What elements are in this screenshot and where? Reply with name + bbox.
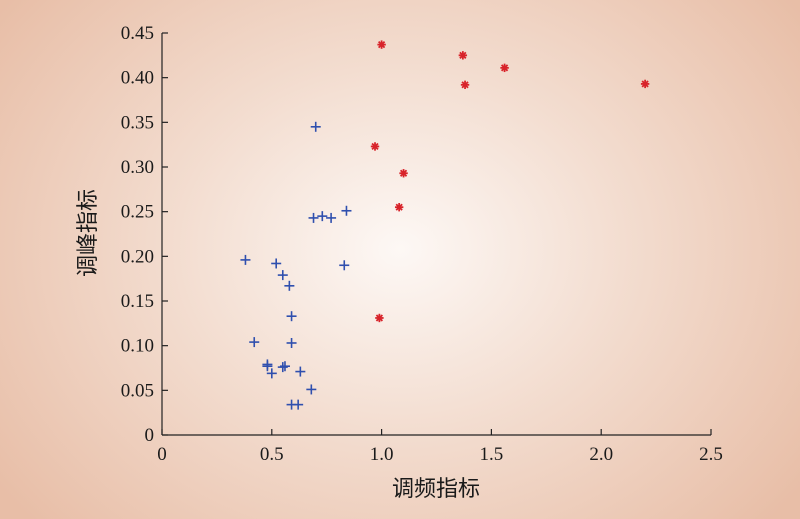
- plus-point: [284, 280, 295, 291]
- y-tick-label: 0.40: [121, 68, 154, 89]
- plus-point: [262, 361, 273, 372]
- plus-point: [271, 258, 282, 269]
- plus-point: [249, 337, 260, 348]
- plus-point: [339, 260, 350, 271]
- y-tick-label: 0.30: [121, 157, 154, 178]
- asterisk-point: [458, 51, 468, 60]
- plus-point: [286, 337, 297, 348]
- y-tick-label: 0.35: [121, 112, 154, 133]
- x-tick-label: 1.5: [480, 444, 504, 465]
- y-tick-label: 0: [145, 425, 155, 446]
- plus-point: [310, 121, 321, 132]
- axes: 0 0.5 1.0 1.5 2.0 2.5 0 0.05 0.10 0.15 0.20 0.25 0.3…: [121, 23, 723, 465]
- plus-point: [326, 212, 337, 223]
- asterisk-point: [399, 169, 408, 178]
- plus-point: [308, 212, 319, 223]
- plus-point: [279, 361, 290, 372]
- y-axis-title: 调峰指标: [75, 189, 100, 277]
- asterisk-point: [377, 40, 386, 49]
- y-tick-label: 0.25: [121, 202, 154, 223]
- asterisk-point: [500, 63, 509, 73]
- data-points: [240, 40, 650, 410]
- x-tick-label: 0: [157, 444, 167, 465]
- y-tick-label: 0.20: [121, 246, 154, 267]
- plus-point: [341, 205, 352, 216]
- plus-point: [295, 366, 306, 377]
- asterisk-point: [394, 203, 404, 212]
- y-tick-label: 0.10: [121, 336, 154, 357]
- y-tick-label: 0.15: [121, 291, 154, 312]
- plus-point: [293, 399, 304, 410]
- y-tick-label: 0.45: [121, 23, 154, 44]
- x-axis-title: 调频指标: [392, 476, 480, 501]
- y-tick-label: 0.05: [121, 380, 154, 401]
- plus-point: [286, 311, 297, 322]
- asterisk-point: [370, 142, 380, 151]
- plus-point: [277, 362, 288, 373]
- plus-point: [306, 384, 317, 395]
- asterisk-point: [375, 313, 384, 323]
- x-tick-label: 2.0: [589, 444, 613, 465]
- plus-point: [277, 270, 288, 281]
- plus-point: [240, 254, 251, 265]
- x-tick-label: 0.5: [260, 444, 284, 465]
- asterisk-point: [640, 79, 650, 89]
- asterisk-point: [460, 80, 470, 90]
- plus-point: [266, 368, 277, 379]
- x-tick-label: 1.0: [370, 444, 394, 465]
- x-tick-label: 2.5: [699, 444, 723, 465]
- plus-point: [317, 211, 328, 222]
